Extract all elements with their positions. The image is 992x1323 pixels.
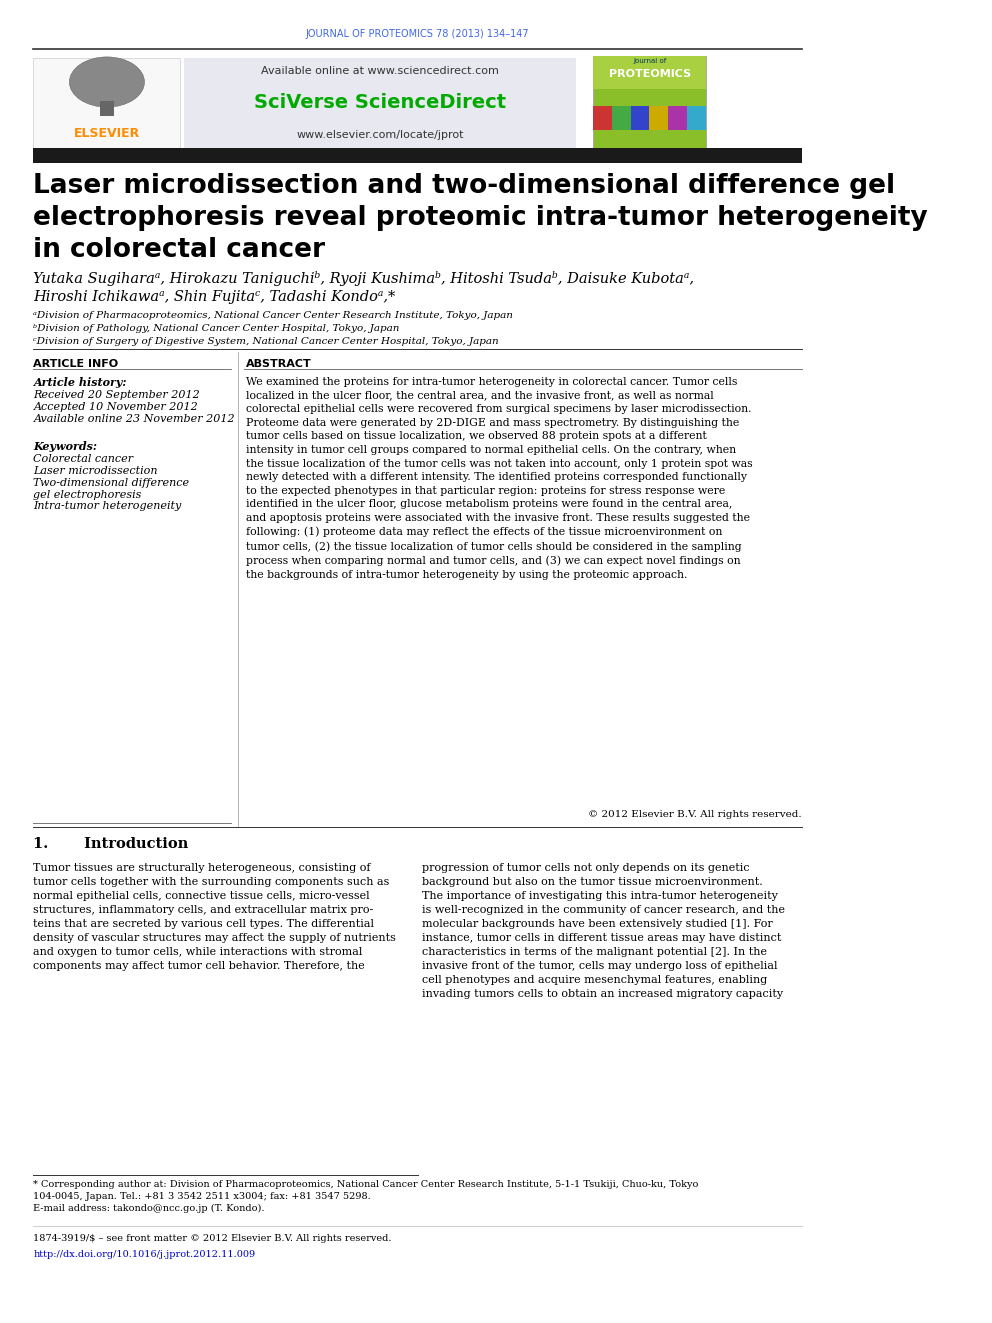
Text: ᵇDivision of Pathology, National Cancer Center Hospital, Tokyo, Japan: ᵇDivision of Pathology, National Cancer … xyxy=(34,324,400,333)
Text: E-mail address: takondo@ncc.go.jp (T. Kondo).: E-mail address: takondo@ncc.go.jp (T. Ko… xyxy=(34,1204,265,1213)
Text: Tumor tissues are structurally heterogeneous, consisting of
tumor cells together: Tumor tissues are structurally heterogen… xyxy=(34,863,396,971)
Text: PROTEOMICS: PROTEOMICS xyxy=(609,69,690,79)
Text: http://dx.doi.org/10.1016/j.jprot.2012.11.009: http://dx.doi.org/10.1016/j.jprot.2012.1… xyxy=(34,1250,256,1259)
FancyBboxPatch shape xyxy=(593,56,706,152)
FancyBboxPatch shape xyxy=(687,106,706,130)
Text: 1.       Introduction: 1. Introduction xyxy=(34,837,188,852)
FancyBboxPatch shape xyxy=(650,106,669,130)
Text: in colorectal cancer: in colorectal cancer xyxy=(34,237,325,263)
Text: © 2012 Elsevier B.V. All rights reserved.: © 2012 Elsevier B.V. All rights reserved… xyxy=(588,810,802,819)
Text: SciVerse ScienceDirect: SciVerse ScienceDirect xyxy=(254,93,506,111)
Text: ᶜDivision of Surgery of Digestive System, National Cancer Center Hospital, Tokyo: ᶜDivision of Surgery of Digestive System… xyxy=(34,337,499,347)
Text: electrophoresis reveal proteomic intra-tumor heterogeneity: electrophoresis reveal proteomic intra-t… xyxy=(34,205,929,232)
Text: Yutaka Sugiharaᵃ, Hirokazu Taniguchiᵇ, Ryoji Kushimaᵇ, Hitoshi Tsudaᵇ, Daisuke K: Yutaka Sugiharaᵃ, Hirokazu Taniguchiᵇ, R… xyxy=(34,271,694,286)
Text: Colorectal cancer: Colorectal cancer xyxy=(34,454,134,464)
Text: progression of tumor cells not only depends on its genetic
background but also o: progression of tumor cells not only depe… xyxy=(422,863,785,999)
Text: Journal of: Journal of xyxy=(633,58,667,65)
Text: JOURNAL OF PROTEOMICS 78 (2013) 134–147: JOURNAL OF PROTEOMICS 78 (2013) 134–147 xyxy=(306,29,530,40)
Text: Accepted 10 November 2012: Accepted 10 November 2012 xyxy=(34,402,198,413)
Text: Intra-tumor heterogeneity: Intra-tumor heterogeneity xyxy=(34,501,182,512)
Text: ELSEVIER: ELSEVIER xyxy=(73,127,140,140)
Ellipse shape xyxy=(69,57,145,107)
Text: www.elsevier.com/locate/jprot: www.elsevier.com/locate/jprot xyxy=(297,130,464,140)
FancyBboxPatch shape xyxy=(34,148,802,163)
FancyBboxPatch shape xyxy=(184,58,576,148)
FancyBboxPatch shape xyxy=(34,58,180,148)
FancyBboxPatch shape xyxy=(669,106,687,130)
Text: Hiroshi Ichikawaᵃ, Shin Fujitaᶜ, Tadashi Kondoᵃ,*: Hiroshi Ichikawaᵃ, Shin Fujitaᶜ, Tadashi… xyxy=(34,290,396,304)
Text: ᵃDivision of Pharmacoproteomics, National Cancer Center Research Institute, Toky: ᵃDivision of Pharmacoproteomics, Nationa… xyxy=(34,311,513,320)
Text: Keywords:: Keywords: xyxy=(34,441,97,451)
FancyBboxPatch shape xyxy=(631,106,650,130)
Text: * Corresponding author at: Division of Pharmacoproteomics, National Cancer Cente: * Corresponding author at: Division of P… xyxy=(34,1180,698,1201)
FancyBboxPatch shape xyxy=(593,106,612,130)
Text: Laser microdissection: Laser microdissection xyxy=(34,466,158,476)
Text: Available online 23 November 2012: Available online 23 November 2012 xyxy=(34,414,235,425)
Text: We examined the proteins for intra-tumor heterogeneity in colorectal cancer. Tum: We examined the proteins for intra-tumor… xyxy=(246,377,753,579)
Text: Available online at www.sciencedirect.com: Available online at www.sciencedirect.co… xyxy=(261,66,499,77)
FancyBboxPatch shape xyxy=(612,106,631,130)
FancyBboxPatch shape xyxy=(100,101,114,116)
FancyBboxPatch shape xyxy=(593,56,706,89)
Text: Received 20 September 2012: Received 20 September 2012 xyxy=(34,390,200,401)
Text: Article history:: Article history: xyxy=(34,377,127,388)
Text: ABSTRACT: ABSTRACT xyxy=(246,359,312,369)
Text: gel electrophoresis: gel electrophoresis xyxy=(34,490,142,500)
Text: 1874-3919/$ – see front matter © 2012 Elsevier B.V. All rights reserved.: 1874-3919/$ – see front matter © 2012 El… xyxy=(34,1234,392,1244)
Text: Laser microdissection and two-dimensional difference gel: Laser microdissection and two-dimensiona… xyxy=(34,173,896,200)
Text: Two-dimensional difference: Two-dimensional difference xyxy=(34,478,189,488)
Text: ARTICLE INFO: ARTICLE INFO xyxy=(34,359,118,369)
